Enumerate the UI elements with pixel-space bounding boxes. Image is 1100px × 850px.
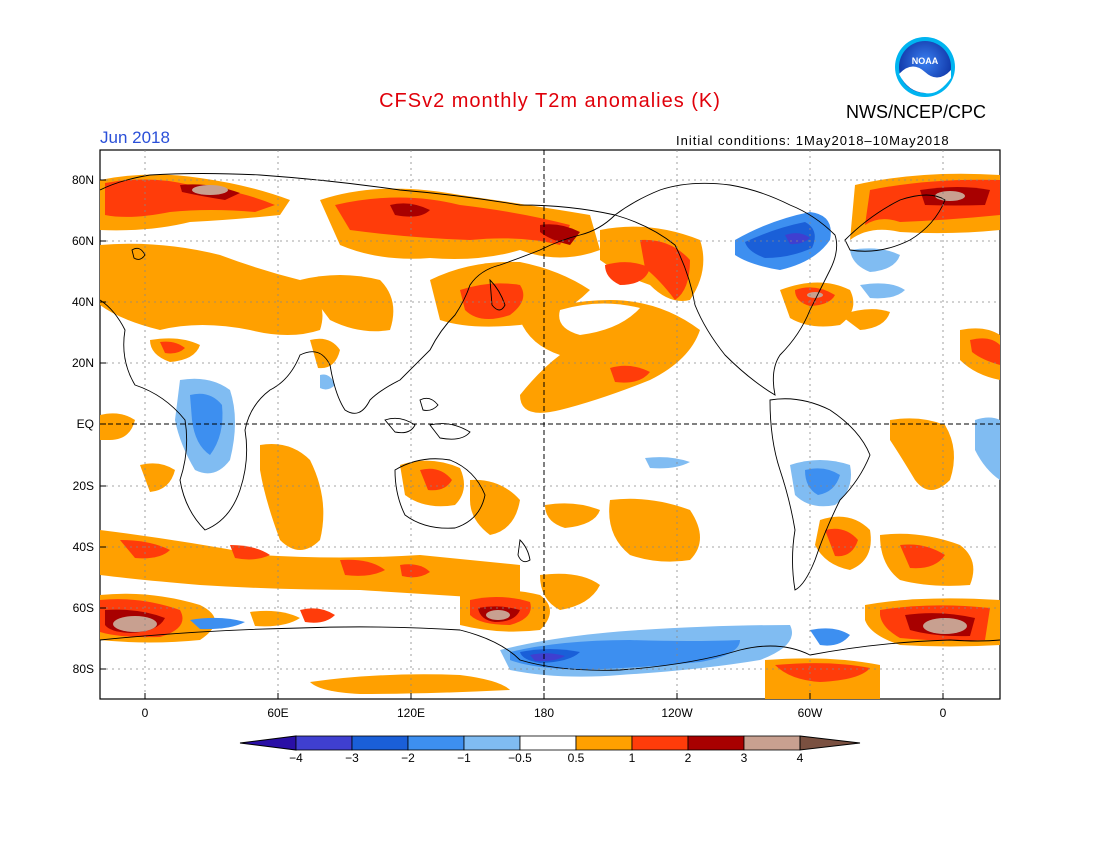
lat-label: 60S [72,601,94,615]
chart-title: CFSv2 monthly T2m anomalies (K) [379,90,721,112]
colorbar-swatch [631,735,689,751]
lon-label: 120W [661,706,693,720]
lon-label: 60W [797,706,823,720]
lat-label: 80N [71,173,94,187]
colorbar-label: −4 [289,751,303,765]
colorbar-swatch [519,735,577,751]
initial-conditions: Initial conditions: 1May2018–10May2018 [676,133,950,148]
lat-label: 40N [71,295,94,309]
colorbar-label: 1 [628,751,636,765]
colorbar-label: −0.5 [508,751,532,765]
colorbar-label: 3 [740,751,748,765]
colorbar-swatch [575,735,633,751]
colorbar-swatch [351,735,409,751]
colorbar-arrow-high [799,735,861,751]
colorbar [239,735,861,751]
lat-label: 60N [71,234,94,248]
forecast-month: Jun 2018 [100,128,170,147]
colorbar-swatch [295,735,353,751]
graticule [100,150,1000,699]
lon-label: 0 [141,706,149,720]
lon-label: 0 [939,706,947,720]
colorbar-swatch [407,735,465,751]
colorbar-swatch [687,735,745,751]
lon-label: 60E [267,706,289,720]
lat-label: 20N [71,356,94,370]
noaa-logo: NOAA [895,37,955,97]
lon-label: 180 [533,706,555,720]
lat-label: EQ [76,417,94,431]
colorbar-swatch [463,735,521,751]
anomaly-fields [100,150,1000,699]
coastlines [100,173,1000,671]
agency-label: NWS/NCEP/CPC [846,102,987,122]
lat-label: 80S [72,662,94,676]
warm-southern-band [100,530,520,600]
lon-label: 120E [396,706,426,720]
colorbar-label: −1 [457,751,471,765]
colorbar-label: −3 [345,751,359,765]
equator-dateline [100,150,1000,699]
colorbar-label: 0.5 [567,751,585,765]
axis-ticks [100,179,944,699]
colorbar-label: 4 [796,751,804,765]
colorbar-swatch [743,735,801,751]
lat-label: 20S [72,479,94,493]
colorbar-arrow-low [239,735,297,751]
warm-pacific-tongue [520,300,700,413]
lat-label: 40S [72,540,94,554]
noaa-logo-text: NOAA [912,56,939,66]
colorbar-label: 2 [684,751,692,765]
colorbar-label: −2 [401,751,415,765]
